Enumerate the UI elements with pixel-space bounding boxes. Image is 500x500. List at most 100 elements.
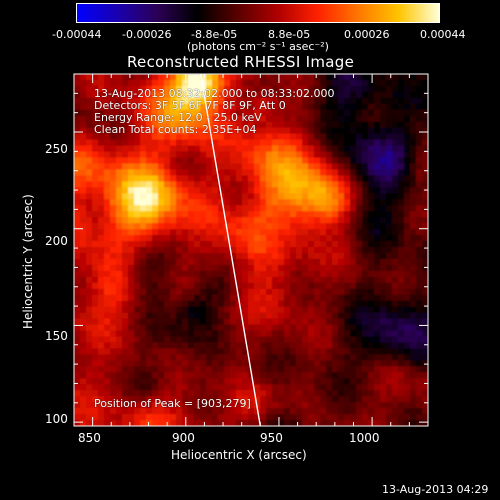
- heatmap-cell: [212, 294, 219, 302]
- heatmap-cell: [332, 366, 339, 373]
- heatmap-cell: [278, 217, 285, 224]
- heatmap-cell: [248, 288, 255, 296]
- heatmap-cell: [284, 169, 291, 177]
- heatmap-cell: [236, 79, 243, 87]
- heatmap-cell: [374, 103, 381, 111]
- heatmap-cell: [134, 264, 141, 272]
- heatmap-cell: [248, 384, 255, 391]
- heatmap-cell: [176, 211, 183, 218]
- heatmap-cell: [284, 366, 291, 373]
- heatmap-cell: [302, 145, 309, 153]
- heatmap-cell: [86, 211, 93, 218]
- heatmap-cell: [308, 276, 315, 284]
- heatmap-cell: [248, 187, 255, 194]
- heatmap-cell: [236, 91, 243, 99]
- heatmap-cell: [110, 157, 117, 165]
- heatmap-cell: [266, 324, 273, 332]
- heatmap-cell: [308, 396, 315, 403]
- heatmap-cell: [266, 103, 273, 111]
- heatmap-cell: [386, 145, 393, 153]
- heatmap-cell: [392, 85, 399, 93]
- heatmap-cell: [248, 175, 255, 182]
- y-tick-label: 100: [45, 412, 68, 426]
- heatmap-cell: [146, 247, 153, 254]
- heatmap-cell: [392, 145, 399, 153]
- heatmap-cell: [116, 169, 123, 177]
- heatmap-cell: [146, 79, 153, 87]
- heatmap-cell: [260, 169, 267, 177]
- heatmap-cell: [158, 79, 165, 87]
- heatmap-cell: [176, 181, 183, 188]
- heatmap-cell: [152, 306, 159, 314]
- heatmap-cell: [326, 366, 333, 373]
- heatmap-cell: [254, 85, 261, 93]
- heatmap-cell: [86, 103, 93, 111]
- heatmap-cell: [296, 127, 303, 135]
- heatmap-cell: [368, 420, 375, 426]
- heatmap-cell: [116, 276, 123, 284]
- heatmap-cell: [404, 318, 411, 326]
- heatmap-cell: [140, 366, 147, 373]
- heatmap-cell: [104, 420, 111, 426]
- heatmap-cell: [158, 157, 165, 165]
- heatmap-cell: [104, 115, 111, 123]
- heatmap-cell: [80, 91, 87, 99]
- heatmap-cell: [218, 402, 225, 409]
- heatmap-cell: [158, 169, 165, 177]
- heatmap-cell: [332, 139, 339, 147]
- heatmap-cell: [206, 300, 213, 308]
- heatmap-cell: [158, 121, 165, 129]
- heatmap-cell: [182, 360, 189, 367]
- heatmap-cell: [74, 193, 81, 200]
- heatmap-cell: [224, 157, 231, 165]
- heatmap-cell: [368, 414, 375, 421]
- heatmap-cell: [224, 354, 231, 361]
- heatmap-cell: [146, 74, 153, 81]
- heatmap-cell: [134, 97, 141, 105]
- heatmap-cell: [80, 348, 87, 356]
- heatmap-cell: [212, 175, 219, 182]
- heatmap-cell: [422, 163, 428, 171]
- heatmap-cell: [296, 115, 303, 123]
- heatmap-cell: [104, 103, 111, 111]
- heatmap-cell: [230, 318, 237, 326]
- heatmap-cell: [332, 127, 339, 135]
- heatmap-cell: [158, 252, 165, 260]
- heatmap-cell: [278, 151, 285, 159]
- heatmap-cell: [200, 199, 207, 206]
- heatmap-cell: [134, 396, 141, 403]
- heatmap-cell: [296, 354, 303, 361]
- heatmap-cell: [374, 288, 381, 296]
- heatmap-cell: [110, 306, 117, 314]
- heatmap-cell: [332, 300, 339, 308]
- heatmap-cell: [422, 145, 428, 153]
- heatmap-cell: [134, 115, 141, 123]
- heatmap-cell: [422, 133, 428, 141]
- heatmap-cell: [86, 306, 93, 314]
- heatmap-cell: [134, 312, 141, 320]
- heatmap-cell: [248, 79, 255, 87]
- heatmap-cell: [380, 91, 387, 99]
- heatmap-cell: [344, 241, 351, 248]
- heatmap-cell: [314, 115, 321, 123]
- heatmap-cell: [194, 396, 201, 403]
- heatmap-cell: [386, 139, 393, 147]
- heatmap-cell: [278, 270, 285, 278]
- heatmap-cell: [254, 235, 261, 242]
- heatmap-cell: [236, 74, 243, 81]
- heatmap-cell: [116, 193, 123, 200]
- heatmap-cell: [164, 115, 171, 123]
- heatmap-cell: [140, 282, 147, 290]
- heatmap-cell: [200, 306, 207, 314]
- heatmap-cell: [332, 157, 339, 165]
- heatmap-cell: [176, 133, 183, 141]
- heatmap-cell: [128, 85, 135, 93]
- heatmap-cell: [218, 85, 225, 93]
- heatmap-cell: [332, 384, 339, 391]
- heatmap-cell: [212, 145, 219, 153]
- heatmap-cell: [116, 420, 123, 426]
- heatmap-cell: [170, 229, 177, 236]
- heatmap-cell: [314, 79, 321, 87]
- heatmap-cell: [242, 175, 249, 182]
- heatmap-cell: [410, 408, 417, 415]
